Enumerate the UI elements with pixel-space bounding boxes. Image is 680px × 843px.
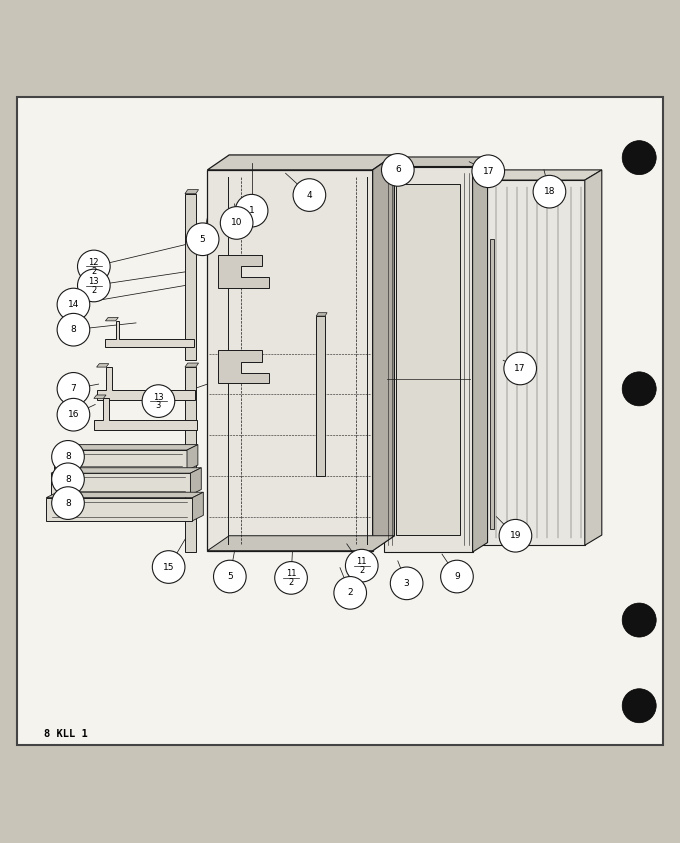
Text: 3: 3 [156, 401, 161, 411]
Text: 6: 6 [395, 165, 401, 175]
Text: 1: 1 [249, 207, 254, 215]
Text: 2: 2 [347, 588, 353, 598]
Text: 19: 19 [510, 531, 521, 540]
Text: 11: 11 [356, 557, 367, 566]
Text: 8: 8 [71, 325, 76, 334]
Circle shape [381, 153, 414, 186]
Circle shape [142, 384, 175, 417]
Circle shape [186, 223, 219, 255]
Text: 2: 2 [91, 266, 97, 276]
Circle shape [57, 399, 90, 431]
Text: 8: 8 [65, 498, 71, 507]
Polygon shape [51, 468, 201, 473]
Polygon shape [207, 170, 373, 550]
Polygon shape [316, 316, 325, 476]
FancyBboxPatch shape [17, 97, 663, 744]
Circle shape [52, 463, 84, 496]
Polygon shape [473, 157, 488, 552]
Circle shape [220, 207, 253, 239]
Circle shape [390, 567, 423, 599]
Polygon shape [185, 194, 196, 360]
Text: 15: 15 [163, 562, 174, 572]
Text: 4: 4 [307, 191, 312, 200]
Polygon shape [51, 473, 190, 495]
Circle shape [441, 561, 473, 593]
Circle shape [293, 179, 326, 212]
Polygon shape [46, 497, 192, 521]
Text: 10: 10 [231, 218, 242, 228]
Polygon shape [190, 468, 201, 495]
Polygon shape [373, 155, 394, 550]
Polygon shape [46, 492, 203, 497]
Polygon shape [316, 313, 327, 316]
Polygon shape [476, 180, 585, 545]
Circle shape [472, 155, 505, 188]
Circle shape [622, 141, 656, 175]
Text: 16: 16 [68, 411, 79, 419]
Polygon shape [396, 184, 460, 535]
Circle shape [78, 269, 110, 302]
Circle shape [622, 689, 656, 722]
Circle shape [152, 550, 185, 583]
Circle shape [533, 175, 566, 208]
Text: 11: 11 [286, 569, 296, 578]
Polygon shape [384, 167, 473, 552]
Polygon shape [105, 318, 118, 321]
Circle shape [214, 561, 246, 593]
Text: 2: 2 [91, 286, 97, 295]
Polygon shape [94, 395, 106, 399]
Text: 3: 3 [404, 579, 409, 588]
Text: 9: 9 [454, 572, 460, 581]
Circle shape [52, 441, 84, 473]
Text: 17: 17 [515, 364, 526, 373]
Text: 5: 5 [200, 234, 205, 244]
Circle shape [57, 373, 90, 405]
Circle shape [275, 561, 307, 594]
Polygon shape [187, 444, 198, 470]
Circle shape [499, 519, 532, 552]
Circle shape [57, 288, 90, 321]
Text: 14: 14 [68, 300, 79, 309]
Text: 2: 2 [359, 566, 364, 575]
Polygon shape [476, 170, 602, 180]
Text: 5: 5 [227, 572, 233, 581]
Circle shape [504, 352, 537, 384]
Text: 2: 2 [288, 578, 294, 588]
Circle shape [345, 550, 378, 582]
Polygon shape [105, 321, 194, 346]
Polygon shape [94, 399, 197, 430]
Circle shape [622, 372, 656, 405]
Circle shape [52, 486, 84, 519]
Text: 7: 7 [71, 384, 76, 394]
Polygon shape [207, 536, 394, 550]
Polygon shape [192, 492, 203, 521]
Circle shape [78, 250, 110, 282]
Polygon shape [218, 255, 269, 288]
Text: 18: 18 [544, 187, 555, 196]
Polygon shape [54, 444, 198, 450]
Polygon shape [490, 239, 494, 529]
Polygon shape [97, 367, 195, 400]
Text: 8 KLL 1: 8 KLL 1 [44, 729, 88, 739]
Text: 13: 13 [88, 277, 99, 286]
Polygon shape [384, 157, 488, 167]
Polygon shape [585, 170, 602, 545]
Text: 8: 8 [65, 475, 71, 484]
Polygon shape [218, 350, 269, 384]
Circle shape [622, 603, 656, 637]
Circle shape [334, 577, 367, 609]
Text: 13: 13 [153, 393, 164, 401]
Polygon shape [207, 155, 394, 170]
Circle shape [235, 195, 268, 227]
Polygon shape [185, 190, 199, 194]
Text: 8: 8 [65, 453, 71, 461]
Polygon shape [185, 363, 199, 367]
Polygon shape [97, 363, 109, 367]
Text: 17: 17 [483, 167, 494, 175]
Text: 12: 12 [88, 258, 99, 267]
Circle shape [57, 314, 90, 346]
Polygon shape [54, 450, 187, 470]
Polygon shape [185, 367, 196, 552]
